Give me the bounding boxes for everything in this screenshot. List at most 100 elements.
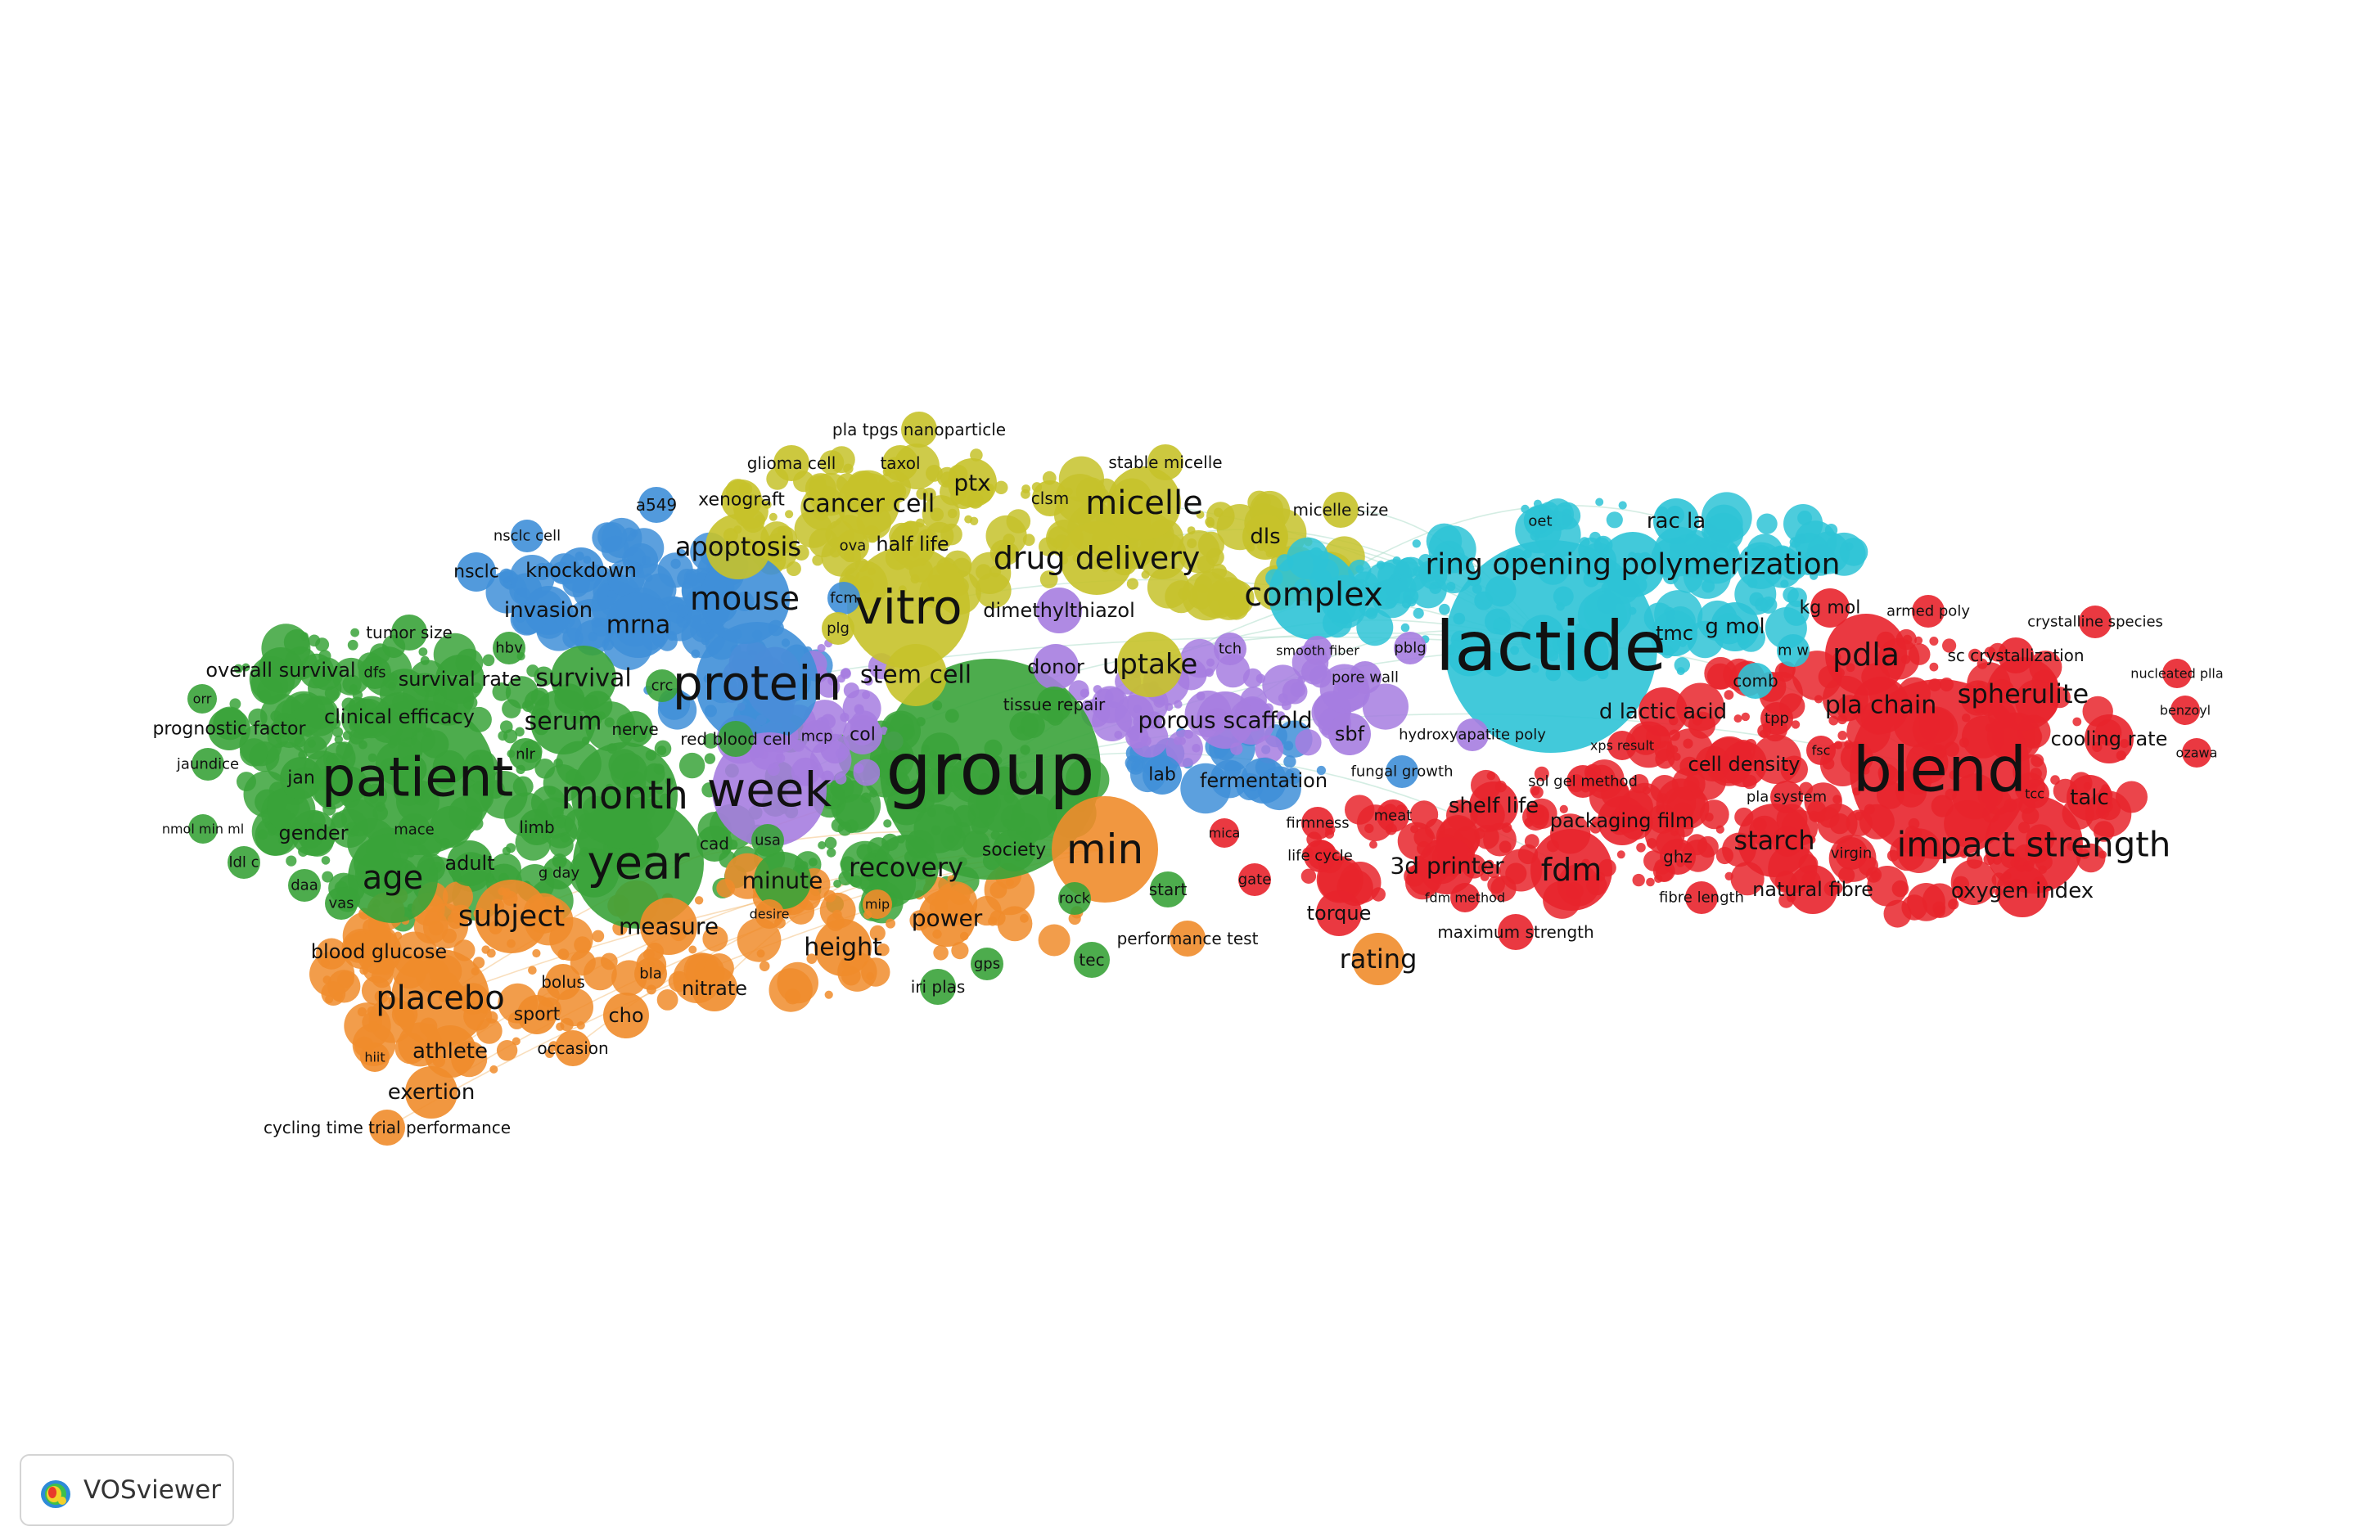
term-label-dls[interactable]: dls [1250, 525, 1280, 549]
term-label-gender[interactable]: gender [278, 822, 348, 844]
term-label-pblg[interactable]: pblg [1394, 640, 1426, 657]
term-label-height[interactable]: height [804, 934, 882, 962]
term-label-cooling-rate[interactable]: cooling rate [2051, 727, 2168, 750]
term-label-nerve[interactable]: nerve [611, 719, 658, 739]
term-label-mcp[interactable]: mcp [801, 728, 833, 745]
term-bubble-mip[interactable] [863, 889, 892, 919]
term-bubble-lactide[interactable] [1445, 540, 1657, 753]
term-bubble-protein[interactable] [696, 622, 818, 745]
term-bubble-micelle-size[interactable] [1323, 492, 1359, 528]
term-label-orr[interactable]: orr [193, 691, 212, 707]
term-bubble-oxygen-index[interactable] [1996, 865, 2049, 917]
term-bubble-talc[interactable] [2067, 775, 2112, 821]
term-bubble-performance-test[interactable] [1170, 921, 1206, 957]
term-label-serum[interactable]: serum [525, 708, 602, 736]
term-bubble-plg[interactable] [822, 612, 854, 645]
term-bubble-natural-fibre[interactable] [1788, 865, 1837, 914]
term-bubble-sbf[interactable] [1328, 713, 1371, 755]
term-bubble-armed-poly[interactable] [1912, 595, 1945, 628]
term-label-glioma-cell[interactable]: glioma cell [747, 453, 836, 473]
term-label-sbf[interactable]: sbf [1335, 723, 1365, 745]
term-label-mica[interactable]: mica [1209, 826, 1241, 841]
term-label-pdla[interactable]: pdla [1832, 637, 1900, 673]
term-bubble-fdm-method[interactable] [1450, 883, 1480, 912]
term-bubble-nlr[interactable] [509, 738, 542, 771]
term-label-stem-cell[interactable]: stem cell [860, 661, 971, 690]
term-label-xps-result[interactable]: xps result [1590, 738, 1654, 754]
term-label-drug-delivery[interactable]: drug delivery [994, 540, 1201, 576]
term-bubble-g-day[interactable] [543, 857, 575, 889]
term-bubble-mace[interactable] [398, 813, 430, 846]
term-label-min[interactable]: min [1066, 826, 1143, 873]
term-bubble-kg-mol[interactable] [1810, 588, 1850, 628]
term-bubble-cooling-rate[interactable] [2085, 714, 2134, 763]
term-bubble-torque[interactable] [1316, 890, 1362, 936]
term-label-uptake[interactable]: uptake [1102, 648, 1198, 681]
term-bubble-subject[interactable] [475, 880, 548, 953]
term-bubble-mcp[interactable] [800, 720, 833, 753]
term-bubble-ptx[interactable] [948, 458, 997, 507]
term-bubble-blood-glucose[interactable] [356, 929, 402, 975]
term-bubble-ldl-c[interactable] [228, 846, 260, 879]
term-label-cycling-time-trial-performance[interactable]: cycling time trial performance [264, 1118, 511, 1137]
term-label-kg-mol[interactable]: kg mol [1800, 598, 1861, 619]
term-label-ghz[interactable]: ghz [1663, 847, 1693, 867]
term-bubble-xenograft[interactable] [721, 480, 762, 520]
term-label-tch[interactable]: tch [1219, 641, 1242, 658]
term-label-virgin[interactable]: virgin [1831, 845, 1873, 862]
term-label-crystalline-species[interactable]: crystalline species [2027, 614, 2163, 631]
term-bubble-mouse[interactable] [700, 554, 790, 644]
term-bubble-pla-chain[interactable] [1852, 677, 1909, 734]
term-label-performance-test[interactable]: performance test [1117, 929, 1259, 948]
term-bubble-tec[interactable] [1074, 942, 1110, 978]
term-bubble-gender[interactable] [291, 810, 336, 856]
term-bubble-m-w[interactable] [1777, 634, 1810, 667]
term-label-armed-poly[interactable]: armed poly [1886, 603, 1970, 620]
term-bubble-ghz[interactable] [1660, 839, 1696, 875]
term-bubble-ova[interactable] [836, 529, 869, 562]
term-bubble-comb[interactable] [1738, 663, 1774, 699]
term-label-hbv[interactable]: hbv [495, 640, 523, 657]
term-bubble-power[interactable] [918, 889, 976, 947]
term-bubble-half-life[interactable] [890, 521, 935, 567]
term-bubble-clinical-efficacy[interactable] [375, 692, 424, 741]
term-bubble-overall-survival[interactable] [258, 647, 304, 693]
term-bubble-adult[interactable] [447, 840, 493, 886]
term-label-cancer-cell[interactable]: cancer cell [802, 490, 935, 519]
term-label-fibre-length[interactable]: fibre length [1659, 889, 1744, 907]
term-label-red-blood-cell[interactable]: red blood cell [680, 729, 791, 749]
term-label-life-cycle[interactable]: life cycle [1287, 848, 1353, 865]
term-bubble-packaging-film[interactable] [1598, 796, 1647, 845]
term-label-adult[interactable]: adult [444, 852, 494, 875]
term-label-start[interactable]: start [1149, 880, 1188, 899]
term-bubble-nsclc-cell[interactable] [511, 520, 543, 552]
term-label-sport[interactable]: sport [514, 1005, 561, 1025]
term-bubble-smooth-fiber[interactable] [1303, 636, 1332, 665]
term-bubble-invasion[interactable] [524, 586, 573, 635]
term-bubble-spherulite[interactable] [1986, 657, 2060, 731]
term-label-protein[interactable]: protein [673, 655, 841, 711]
term-label-fermentation[interactable]: fermentation [1200, 769, 1327, 792]
term-label-rating[interactable]: rating [1340, 943, 1418, 975]
term-label-hydroxyapatite-poly[interactable]: hydroxyapatite poly [1399, 727, 1546, 744]
term-bubble-nitrate[interactable] [692, 966, 737, 1011]
term-label-plg[interactable]: plg [827, 620, 850, 637]
term-label-oxygen-index[interactable]: oxygen index [1951, 879, 2094, 903]
term-label-stable-micelle[interactable]: stable micelle [1108, 453, 1222, 472]
term-bubble-red-blood-cell[interactable] [718, 721, 754, 757]
term-label-half-life[interactable]: half life [876, 533, 949, 556]
term-label-gate[interactable]: gate [1238, 871, 1272, 889]
term-label-fcm[interactable]: fcm [830, 590, 858, 607]
term-bubble-sport[interactable] [517, 995, 557, 1034]
term-label-clsm[interactable]: clsm [1031, 489, 1069, 508]
term-label-occasion[interactable]: occasion [537, 1038, 608, 1058]
term-label-crc[interactable]: crc [651, 678, 674, 695]
term-label-3d-printer[interactable]: 3d printer [1390, 853, 1504, 880]
term-bubble-tissue-repair[interactable] [1036, 687, 1072, 723]
term-bubble-stable-micelle[interactable] [1147, 444, 1183, 480]
term-bubble-micelle[interactable] [1107, 466, 1181, 540]
term-bubble-glioma-cell[interactable] [773, 445, 809, 481]
term-label-mouse[interactable]: mouse [690, 580, 800, 618]
term-bubble-pla-tpgs-nanoparticle[interactable] [901, 412, 937, 448]
term-bubble-month[interactable] [571, 742, 678, 849]
